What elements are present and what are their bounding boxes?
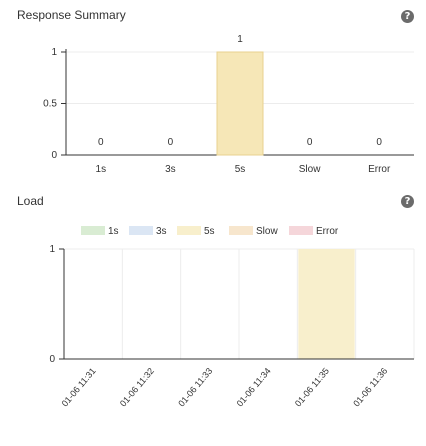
y-tick-label: 0.5: [43, 99, 57, 110]
legend-label: 5s: [204, 226, 215, 237]
legend-swatch: [229, 226, 253, 235]
x-tick-label: 1s: [96, 164, 107, 175]
data-label: 0: [376, 137, 382, 148]
legend-swatch: [289, 226, 313, 235]
legend-swatch: [129, 226, 153, 235]
y-tick-label: 0: [51, 150, 57, 161]
y-tick-label: 1: [49, 244, 55, 255]
response-summary-chart: 0 0.5 1 0 1s 0 3s 1 5s 0 Slow 0 Error: [43, 34, 414, 175]
x-tick-label: 5s: [235, 164, 246, 175]
legend-label: 3s: [156, 226, 167, 237]
load-title: Load: [17, 194, 44, 208]
x-tick-label: Slow: [299, 164, 321, 175]
question-circle-icon[interactable]: ?: [401, 195, 414, 208]
legend-label: Slow: [256, 226, 278, 237]
data-label: 0: [307, 137, 313, 148]
bar: [298, 249, 355, 359]
response-summary-panel: Response Summary ?: [0, 0, 426, 185]
y-tick-label: 0: [49, 354, 55, 365]
x-tick-label: Error: [368, 164, 391, 175]
x-tick-label: 01-06 11:35: [293, 366, 331, 409]
load-chart: 1s 3s 5s Slow Error 0 1 01-06 11:31 01-06 11:32 0…: [49, 226, 415, 409]
x-tick-label: 01-06 11:32: [118, 366, 156, 409]
x-tick-label: 01-06 11:31: [60, 366, 98, 409]
data-label: 0: [98, 137, 104, 148]
response-summary-title: Response Summary: [17, 8, 126, 22]
y-tick-label: 1: [51, 47, 57, 58]
x-tick-label: 01-06 11:36: [351, 366, 389, 409]
legend-swatch: [177, 226, 201, 235]
legend-label: Error: [316, 226, 339, 237]
x-tick-label: 3s: [165, 164, 176, 175]
x-tick-label: 01-06 11:33: [176, 366, 214, 409]
data-label: 1: [237, 34, 243, 45]
question-circle-icon[interactable]: ?: [401, 10, 414, 23]
data-label: 0: [168, 137, 174, 148]
x-tick-label: 01-06 11:34: [235, 366, 273, 409]
legend-swatch: [81, 226, 105, 235]
load-panel: Load ?: [0, 185, 426, 446]
bar: [216, 51, 264, 156]
legend-label: 1s: [108, 226, 119, 237]
